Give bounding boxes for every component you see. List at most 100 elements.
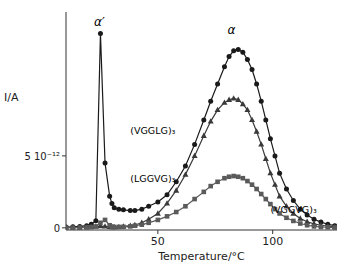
point (155, 210, 161, 215)
point (245, 57, 250, 62)
point (77, 224, 82, 229)
point (66, 225, 69, 230)
point (103, 161, 108, 166)
point (192, 142, 197, 147)
point (319, 225, 324, 230)
point (208, 118, 214, 123)
point (173, 187, 179, 192)
point (183, 204, 188, 209)
point (71, 225, 76, 230)
point (298, 221, 303, 226)
point (240, 50, 245, 55)
point (226, 97, 232, 102)
point (94, 224, 99, 229)
y-tick (62, 155, 66, 156)
point (258, 141, 264, 146)
point (77, 224, 83, 229)
point (66, 224, 69, 229)
point (236, 47, 241, 52)
point (291, 198, 296, 203)
point (263, 117, 268, 122)
point (84, 224, 90, 229)
point (116, 224, 122, 229)
point (221, 99, 227, 104)
point (121, 225, 126, 230)
point (244, 107, 250, 112)
point (77, 225, 82, 230)
point (215, 81, 220, 86)
x-axis-label: Temperature/°C (157, 250, 245, 263)
point (222, 176, 227, 181)
y-axis (66, 12, 67, 230)
point (277, 193, 283, 198)
point (267, 170, 273, 175)
point (133, 223, 138, 228)
point (93, 218, 98, 223)
point (70, 224, 75, 229)
point (182, 171, 188, 176)
point (89, 225, 94, 230)
annotation: (VGGLG)₃ (130, 125, 175, 136)
point (215, 179, 220, 184)
point (128, 208, 133, 213)
point (291, 219, 296, 224)
point (120, 223, 126, 228)
series-line (66, 176, 335, 228)
point (235, 97, 241, 102)
point (250, 67, 255, 72)
point (263, 156, 269, 161)
point (259, 192, 264, 197)
x-tick (157, 230, 158, 234)
point (231, 174, 236, 179)
point (88, 223, 94, 228)
point (254, 187, 259, 192)
annotation: α′ (94, 15, 105, 29)
chart: 5010005 10⁻¹²Temperature/°CI/A(VGGLG)₃(L… (0, 0, 347, 269)
point (297, 215, 303, 220)
x-tick-label: 50 (151, 235, 165, 248)
point (201, 117, 206, 122)
point (241, 176, 246, 181)
point (165, 192, 170, 197)
point (250, 182, 255, 187)
point (98, 31, 103, 36)
point (277, 171, 282, 176)
point (272, 153, 277, 158)
point (109, 201, 114, 206)
point (231, 95, 237, 100)
point (305, 223, 310, 228)
point (227, 54, 232, 59)
point (132, 208, 137, 213)
point (66, 225, 68, 230)
plot-area (66, 31, 337, 230)
point (139, 207, 144, 212)
point (268, 136, 273, 141)
series-line (66, 98, 335, 227)
point (111, 224, 117, 229)
point (332, 223, 337, 228)
y-tick-label: 5 10⁻¹² (24, 151, 60, 162)
point (240, 101, 246, 106)
point (208, 184, 213, 189)
point (103, 218, 108, 223)
point (201, 133, 207, 138)
point (208, 99, 213, 104)
point (183, 163, 188, 168)
x-tick (272, 230, 273, 234)
point (264, 197, 269, 202)
point (284, 186, 289, 191)
point (192, 153, 198, 158)
point (146, 221, 151, 226)
point (98, 221, 103, 226)
y-axis-label: I/A (4, 91, 19, 104)
annotation: (LGGVG)₃ (130, 173, 175, 184)
point (222, 64, 227, 69)
series-line (66, 34, 335, 228)
annotation: α (227, 23, 235, 37)
point (254, 81, 259, 86)
point (231, 48, 236, 53)
point (201, 190, 206, 195)
point (192, 197, 197, 202)
point (332, 225, 337, 230)
point (107, 194, 112, 199)
